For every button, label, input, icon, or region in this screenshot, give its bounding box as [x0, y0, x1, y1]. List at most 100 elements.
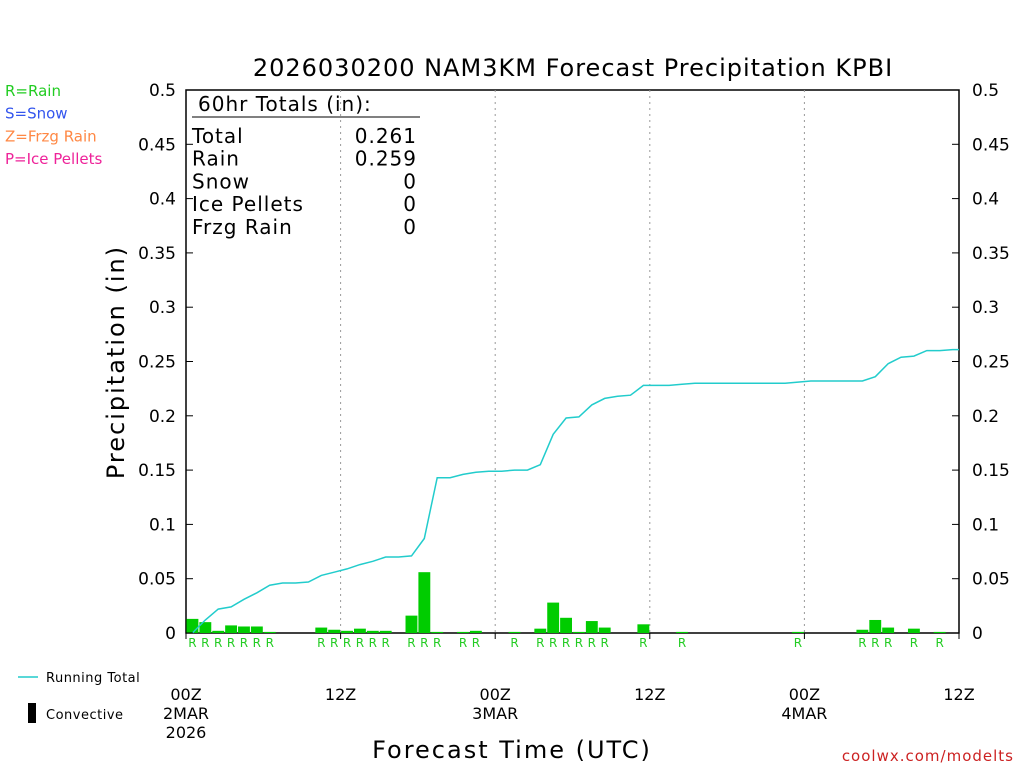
ptype-legend-item: S=Snow	[5, 105, 68, 123]
x-tick-label: 4MAR	[781, 704, 827, 723]
totals-row-label: Ice Pellets	[192, 192, 304, 216]
precip-bar	[508, 631, 521, 633]
ptype-marker: R	[575, 636, 583, 650]
totals-row-value: 0.259	[355, 147, 417, 171]
precip-bar	[238, 626, 250, 633]
ptype-legend-item: Z=Frzg Rain	[5, 127, 97, 145]
x-tick-label: 00Z	[480, 685, 511, 704]
precip-bar	[469, 630, 482, 633]
plot-frame	[185, 89, 960, 634]
y-tick-label-right: 0.4	[972, 190, 999, 210]
precip-bar	[585, 621, 598, 633]
ptype-marker: R	[382, 636, 390, 650]
y-tick-label-right: 0	[972, 624, 983, 644]
ptype-marker: R	[871, 636, 879, 650]
precip-bar	[212, 630, 225, 633]
credit-text: coolwx.com/modelts	[842, 747, 1014, 765]
precip-bar	[418, 572, 431, 633]
y-tick-label-left: 0.05	[138, 570, 176, 590]
ptype-marker: R	[678, 636, 686, 650]
precip-bar	[457, 631, 469, 633]
y-tick-label-left: 0.2	[149, 407, 176, 427]
y-tick-label-left: 0.25	[138, 353, 176, 373]
ptype-marker: R	[510, 636, 518, 650]
ptype-marker: R	[639, 636, 647, 650]
running-total-legend-label: Running Total	[46, 671, 140, 686]
totals-row-value: 0	[403, 169, 417, 193]
ptype-marker: R	[588, 636, 596, 650]
ptype-marker: R	[858, 636, 866, 650]
ptype-marker: R	[536, 636, 544, 650]
precip-bar	[353, 628, 366, 633]
ptype-legend-item: R=Rain	[5, 82, 61, 100]
precip-bar	[379, 630, 392, 633]
ptype-marker: R	[910, 636, 918, 650]
ptype-marker: R	[562, 636, 570, 650]
precip-bar	[315, 627, 328, 633]
totals-row-label: Total	[191, 124, 244, 148]
precip-bar	[263, 631, 276, 633]
ptype-legend-item: P=Ice Pellets	[5, 150, 102, 168]
totals-row-label: Rain	[192, 147, 240, 171]
y-axis-right: 0 0.05 0.1 0.15 0.2 0.25 0.3 0.35 0.4 0.45 0.5	[952, 81, 1010, 644]
precip-bar	[676, 631, 688, 633]
totals-row-value: 0	[403, 215, 417, 239]
x-tick-label: 3MAR	[472, 704, 518, 723]
ptype-marker: R	[330, 636, 338, 650]
x-tick-label: 2MAR	[163, 704, 209, 723]
y-tick-label-right: 0.3	[972, 298, 999, 318]
x-tick-label: 12Z	[634, 685, 665, 704]
x-tick-label: 12Z	[943, 685, 974, 704]
ptype-marker: R	[227, 636, 235, 650]
totals-row-value: 0.261	[355, 124, 417, 148]
running-total-polyline	[191, 348, 959, 634]
precip-bar	[199, 622, 212, 633]
totals-row-label: Snow	[192, 169, 250, 193]
ptype-marker: R	[317, 636, 325, 650]
y-tick-label-right: 0.05	[972, 570, 1010, 590]
ptype-marker: R	[369, 636, 377, 650]
precip-bar	[598, 627, 611, 633]
convective-legend-label: Convective	[46, 708, 124, 723]
y-tick-label-right: 0.5	[972, 81, 999, 101]
precip-bar	[560, 617, 572, 633]
totals-title: 60hr Totals (in):	[198, 92, 372, 116]
precip-bar	[856, 629, 869, 633]
y-tick-label-right: 0.35	[972, 244, 1010, 264]
precip-bar	[637, 624, 650, 633]
totals-row-label: Frzg Rain	[192, 215, 293, 239]
y-tick-label-left: 0.4	[149, 190, 176, 210]
ptype-marker: R	[459, 636, 467, 650]
y-tick-label-right: 0.1	[972, 515, 999, 535]
y-tick-label-left: 0	[165, 624, 176, 644]
running-total-line	[191, 348, 959, 634]
ptype-marker: R	[201, 636, 209, 650]
precip-bar	[573, 631, 585, 633]
x-axis-label: Forecast Time (UTC)	[372, 736, 652, 764]
ptype-marker: R	[420, 636, 428, 650]
x-tick-label: 2026	[166, 723, 207, 742]
x-tick-label: 00Z	[170, 685, 201, 704]
y-tick-label-right: 0.2	[972, 407, 999, 427]
precip-bar	[328, 629, 341, 633]
precip-bar	[186, 618, 199, 633]
precip-bar	[225, 625, 238, 633]
y-tick-label-left: 0.35	[138, 244, 176, 264]
ptype-marker: R	[214, 636, 222, 650]
chart-title: 2026030200 NAM3KM Forecast Precipitation…	[253, 54, 893, 82]
convective-legend-swatch	[28, 703, 36, 723]
y-tick-label-right: 0.25	[972, 353, 1010, 373]
precip-bar	[366, 630, 379, 633]
ptype-marker: R	[407, 636, 415, 650]
totals-row-value: 0	[403, 192, 417, 216]
ptype-marker: R	[549, 636, 557, 650]
ptype-marker: R	[936, 636, 944, 650]
precip-bar	[907, 628, 920, 633]
precip-bar	[250, 626, 263, 633]
precip-bar	[405, 615, 418, 633]
ptype-marker: R	[240, 636, 248, 650]
ptype-marker: R	[253, 636, 261, 650]
x-tick-label: 00Z	[789, 685, 820, 704]
totals-rows: Total 0.261 Rain 0.259 Snow 0 Ice Pellets 0 Frzg…	[191, 124, 417, 239]
